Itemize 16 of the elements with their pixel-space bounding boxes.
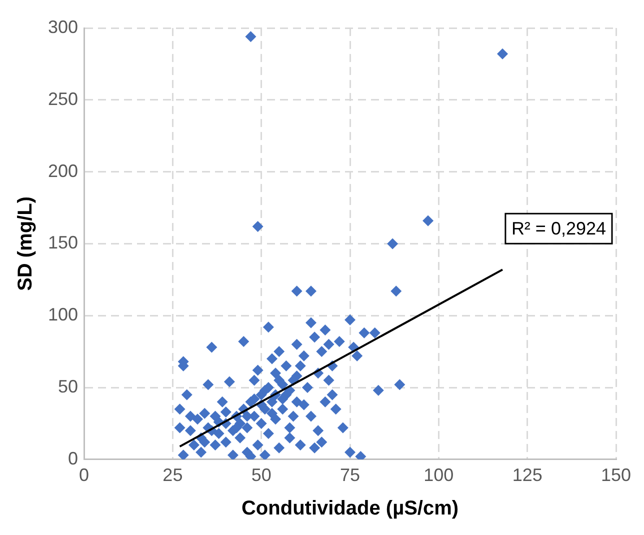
x-axis-title: Condutividade (µS/cm) [241, 498, 459, 520]
y-axis-title: SD (mg/L) [14, 196, 37, 291]
x-tick-label: 150 [600, 465, 632, 486]
y-tick-label: 300 [48, 16, 78, 37]
y-tick-label: 200 [48, 160, 78, 181]
x-tick-label: 50 [251, 465, 272, 486]
x-tick-label: 100 [424, 465, 454, 486]
y-tick-label: 0 [68, 448, 78, 468]
annotation: R² = 0,2924 [511, 218, 606, 239]
x-tick-label: 125 [512, 465, 542, 486]
y-tick-label: 250 [48, 88, 78, 109]
x-tick-label: 25 [162, 465, 183, 486]
y-tick-label: 150 [48, 232, 78, 253]
y-tick-label: 50 [58, 376, 78, 396]
x-tick-label: 75 [340, 465, 360, 486]
y-tick-label: 100 [48, 304, 78, 325]
